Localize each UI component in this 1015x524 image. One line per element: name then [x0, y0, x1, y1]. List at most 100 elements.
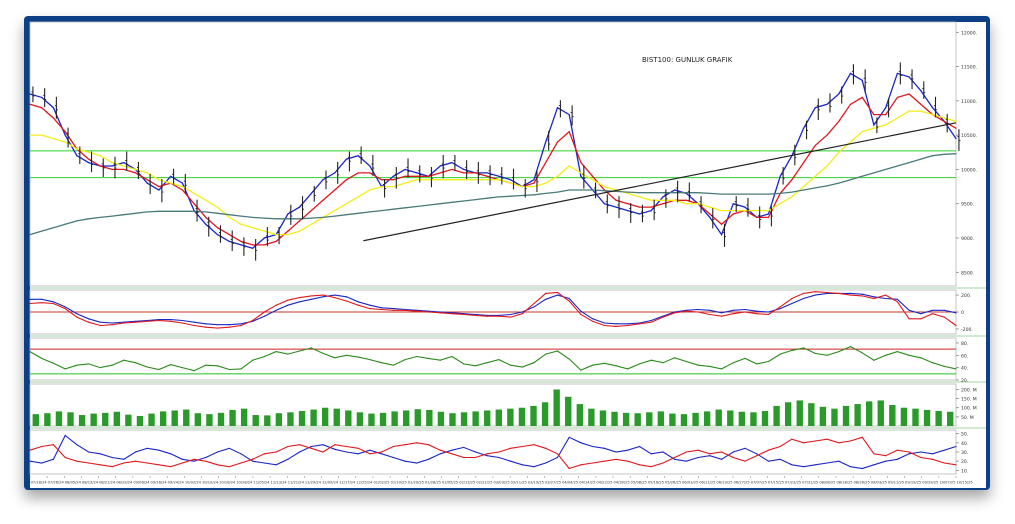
- data-point: [838, 442, 840, 444]
- data-point: [896, 96, 898, 99]
- data-point: [603, 322, 605, 324]
- data-point: [463, 363, 465, 365]
- data-point: [556, 291, 559, 294]
- data-point: [627, 209, 629, 212]
- data-point: [545, 192, 547, 195]
- data-point: [603, 185, 605, 188]
- x-tick-label: 07/23/25: [785, 481, 801, 485]
- series-line: [29, 291, 957, 329]
- data-point: [439, 453, 441, 455]
- data-point: [146, 366, 148, 368]
- x-tick-label: 07/07/25: [751, 481, 767, 485]
- data-point: [451, 355, 453, 358]
- x-tick-label: 08/13/24: [82, 481, 99, 485]
- data-point: [451, 201, 453, 203]
- data-point: [29, 134, 31, 136]
- data-point: [756, 363, 758, 365]
- data-point: [533, 182, 535, 184]
- data-point: [310, 209, 312, 212]
- data-point: [275, 464, 277, 466]
- data-point: [662, 362, 664, 364]
- data-point: [263, 315, 266, 317]
- data-point: [744, 308, 746, 311]
- data-point: [545, 298, 547, 300]
- data-point: [322, 352, 324, 355]
- data-point: [216, 365, 219, 367]
- data-point: [908, 453, 910, 455]
- data-point: [592, 445, 594, 448]
- data-point: [509, 447, 512, 449]
- data-point: [885, 354, 887, 356]
- data-point: [509, 195, 512, 197]
- data-point: [791, 297, 793, 300]
- data-point: [193, 324, 195, 327]
- volume-bar: [507, 408, 514, 426]
- data-point: [732, 213, 734, 215]
- data-point: [615, 206, 617, 208]
- data-point: [826, 292, 828, 294]
- y-tick-label: 40.: [961, 441, 968, 447]
- data-point: [216, 451, 219, 453]
- volume-bar: [391, 411, 398, 426]
- data-point: [99, 155, 101, 157]
- data-point: [650, 192, 652, 194]
- data-point: [88, 151, 90, 153]
- data-point: [545, 161, 547, 164]
- data-point: [205, 456, 207, 459]
- data-point: [287, 218, 289, 220]
- data-point: [685, 460, 688, 462]
- data-point: [357, 155, 359, 157]
- data-point: [463, 313, 465, 316]
- data-point: [357, 453, 359, 455]
- volume-bar: [67, 412, 74, 426]
- data-point: [252, 319, 254, 322]
- data-point: [662, 316, 664, 318]
- series-line: [29, 436, 957, 470]
- data-point: [439, 165, 441, 167]
- series-line: [29, 434, 957, 470]
- data-point: [685, 451, 688, 453]
- volume-bar: [32, 414, 39, 426]
- data-point: [334, 209, 336, 212]
- volume-bar: [727, 410, 734, 426]
- data-point: [181, 462, 183, 464]
- data-point: [885, 294, 887, 296]
- data-point: [404, 460, 406, 462]
- volume-bar: [78, 415, 86, 426]
- x-tick-label: 09/16/24: [151, 481, 168, 485]
- series-line: [30, 292, 957, 326]
- data-point: [826, 354, 828, 356]
- data-point: [392, 185, 394, 188]
- volume-bar: [877, 400, 884, 426]
- data-point: [29, 460, 31, 462]
- data-point: [275, 240, 277, 243]
- data-point: [99, 324, 101, 327]
- data-point: [158, 368, 160, 371]
- data-point: [955, 324, 957, 327]
- data-point: [427, 357, 430, 359]
- data-point: [592, 462, 594, 464]
- data-point: [310, 192, 312, 195]
- x-tick-label: 04/30/25: [614, 481, 630, 485]
- data-point: [556, 294, 559, 296]
- data-point: [463, 172, 465, 174]
- data-point: [392, 445, 394, 448]
- volume-bar: [240, 408, 248, 426]
- data-point: [545, 182, 547, 184]
- volume-bar: [217, 412, 225, 426]
- data-point: [64, 368, 66, 370]
- data-point: [334, 297, 336, 299]
- volume-bar: [437, 411, 445, 426]
- data-point: [580, 313, 582, 316]
- data-point: [416, 205, 418, 208]
- data-point: [275, 350, 277, 353]
- data-point: [756, 455, 758, 457]
- data-point: [955, 312, 957, 314]
- data-point: [697, 364, 699, 366]
- data-point: [803, 161, 805, 164]
- data-point: [146, 179, 148, 181]
- data-point: [64, 434, 66, 437]
- data-point: [533, 185, 535, 188]
- x-tick-label: 11/29/24: [305, 481, 322, 485]
- data-point: [170, 363, 172, 366]
